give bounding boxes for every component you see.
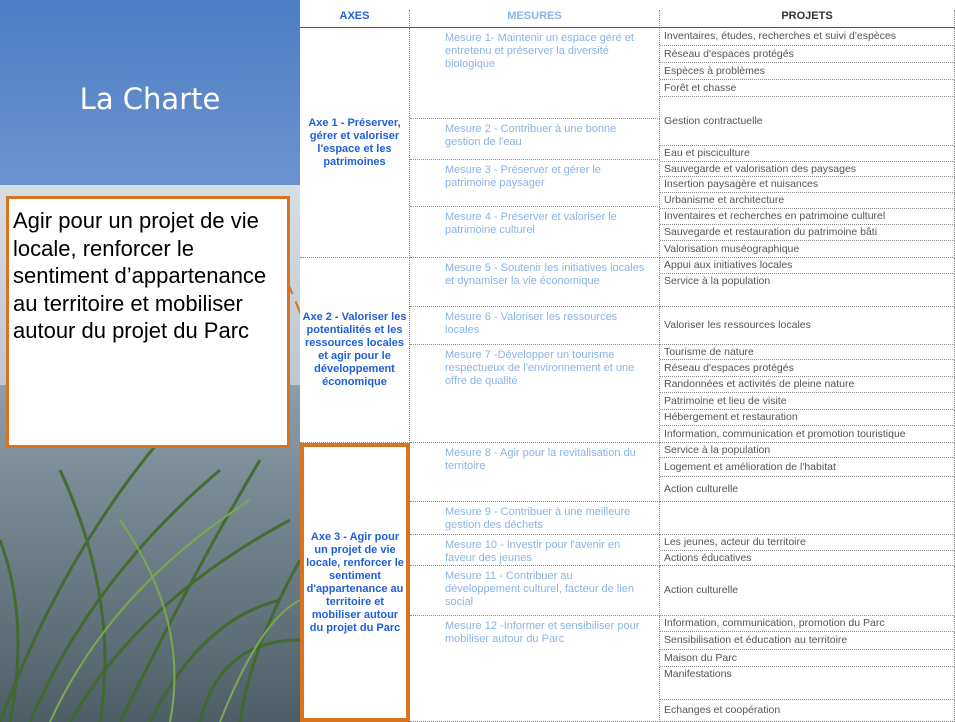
project-cell: Eau et pisciculture (660, 146, 955, 162)
axis-cell: Axe 2 - Valoriser les potentialités et l… (300, 258, 410, 443)
project-cell: Réseau d'espaces protégés (660, 360, 955, 377)
project-cell: Sauvegarde et restauration du patrimoine… (660, 225, 955, 241)
table: AXES MESURES PROJETS Axe 1 - Préserver, gér… (300, 0, 955, 722)
project-cell: Espèces à problèmes (660, 63, 955, 80)
empty-cell (660, 502, 955, 535)
measure-cell: Mesure 3 - Préserver et gérer le patrimo… (410, 160, 660, 207)
project-cell: Maison du Parc (660, 650, 955, 667)
project-cell: Appui aux initiatives locales (660, 258, 955, 274)
axis-cell: Axe 1 - Préserver, gérer et valoriser l'… (300, 28, 410, 258)
project-cell: Forêt et chasse (660, 80, 955, 97)
measure-cell: Mesure 12 -Informer et sensibiliser pour… (410, 616, 660, 722)
project-cell: Echanges et coopération (660, 700, 955, 722)
project-cell: Sensibilisation et éducation au territoi… (660, 632, 955, 650)
project-cell: Valoriser les ressources locales (660, 307, 955, 345)
project-cell: Action culturelle (660, 566, 955, 616)
measure-cell: Mesure 11 - Contribuer au développement … (410, 566, 660, 616)
measure-cell: Mesure 8 - Agir pour la revitalisation d… (410, 443, 660, 502)
project-cell: Inventaires et recherches en patrimoine … (660, 209, 955, 225)
project-cell: Actions éducatives (660, 551, 955, 566)
project-cell: Valorisation muséographique (660, 241, 955, 258)
measure-cell: Mesure 7 -Développer un tourisme respect… (410, 345, 660, 443)
project-cell: Patrimoine et lieu de visite (660, 393, 955, 410)
measure-cell: Mesure 2 - Contribuer à une bonne gestio… (410, 119, 660, 160)
project-cell: Information, communication, promotion du… (660, 616, 955, 632)
project-cell: Inventaires, études, recherches et suivi… (660, 28, 955, 46)
project-cell: Action culturelle (660, 477, 955, 502)
project-cell: Les jeunes, acteur du territoire (660, 535, 955, 551)
project-cell: Sauvegarde et valorisation des paysages (660, 162, 955, 177)
measure-cell: Mesure 5 - Soutenir les initiatives loca… (410, 258, 660, 307)
measure-cell: Mesure 6 - Valoriser les ressources loca… (410, 307, 660, 345)
measure-cell: Mesure 9 - Contribuer à une meilleure ge… (410, 502, 660, 535)
column-header: AXES (300, 10, 410, 28)
project-cell: Randonnées et activités de pleine nature (660, 377, 955, 393)
project-cell: Service à la population (660, 443, 955, 458)
project-cell: Tourisme de nature (660, 345, 955, 360)
project-cell: Logement et amélioration de l'habitat (660, 458, 955, 477)
callout: Agir pour un projet de vie locale, renfo… (6, 196, 290, 448)
project-cell: Hébergement et restauration (660, 410, 955, 426)
project-cell: Manifestations (660, 667, 955, 700)
project-cell: Urbanisme et architecture (660, 193, 955, 209)
project-cell: Réseau d'espaces protégés (660, 46, 955, 63)
project-cell: Information, communication et promotion … (660, 426, 955, 443)
project-cell: Service à la population (660, 274, 955, 307)
axis-cell: Axe 3 - Agir pour un projet de vie local… (300, 443, 410, 722)
project-cell: Gestion contractuelle (660, 97, 955, 146)
measure-cell: Mesure 1- Maintenir un espace géré et en… (410, 28, 660, 119)
project-cell: Insertion paysagère et nuisances (660, 177, 955, 193)
measure-cell: Mesure 4 - Préserver et valoriser le pat… (410, 207, 660, 258)
measure-cell: Mesure 10 - Investir pour l'avenir en fa… (410, 535, 660, 566)
column-header: PROJETS (660, 10, 955, 28)
column-header: MESURES (410, 10, 660, 28)
slide-title: La Charte (79, 82, 221, 116)
